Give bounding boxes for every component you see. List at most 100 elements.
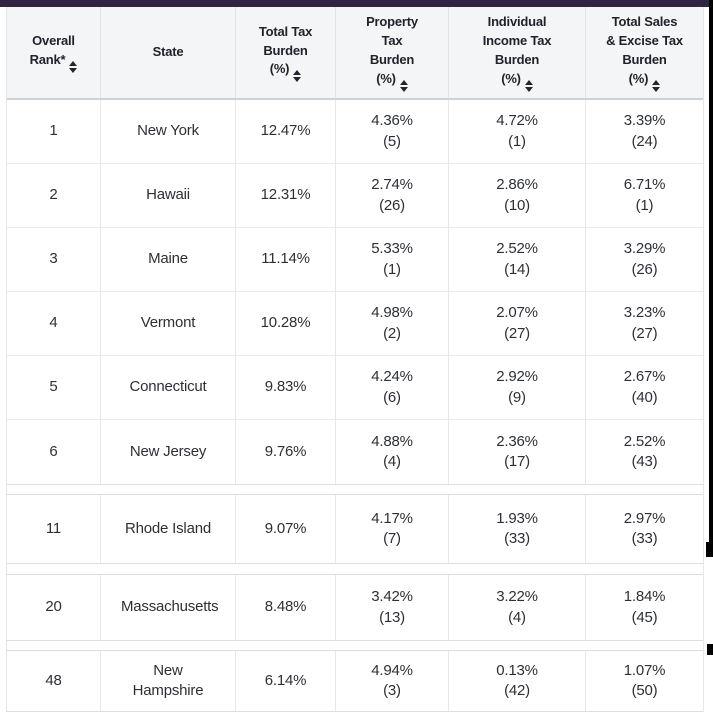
state-cell: Hawaii — [101, 164, 236, 227]
table-section-rank-20: 20 Massachusetts 8.48% 3.42% (13) 3.22% (4… — [7, 574, 703, 641]
sales-excise-tax-cell: 2.67% (40) — [586, 356, 703, 419]
value: 4.88% — [371, 432, 413, 450]
value: 1.93% — [496, 509, 538, 527]
income-tax-cell: 4.72% (1) — [449, 100, 586, 163]
rank-cell: 20 — [7, 575, 101, 640]
value: 1.84% — [623, 588, 666, 606]
rank-in-parens: (43) — [631, 453, 658, 470]
income-tax-cell: 2.07% (27) — [449, 292, 586, 355]
table-row: 48 New Hampshire 6.14% 4.94% (3) 0.13% (42… — [7, 651, 703, 711]
property-tax-cell: 4.98% (2) — [336, 292, 449, 355]
state-name: Connecticut — [129, 378, 207, 396]
column-header-income-tax-burden[interactable]: Individual Income Tax Burden (%) — [449, 7, 586, 98]
property-tax-cell: 4.94% (3) — [336, 651, 449, 711]
value: 2.52% — [623, 432, 666, 450]
table-row: 3 Maine 11.14% 5.33% (1) 2.52% (14) 3.29% (… — [7, 228, 703, 292]
value: 4.94% — [371, 661, 413, 679]
scrollbar-artifact — [707, 644, 713, 655]
rank-in-parens: (42) — [504, 682, 530, 699]
property-tax-cell: 2.74% (26) — [336, 164, 449, 227]
sales-excise-tax-cell: 6.71% (1) — [586, 164, 703, 227]
value: 2.52% — [496, 240, 538, 258]
income-tax-cell: 0.13% (42) — [449, 651, 586, 711]
table-row: 20 Massachusetts 8.48% 3.42% (13) 3.22% (4… — [7, 575, 703, 640]
tax-burden-table: Overall Rank* State Total Tax Burden (%)… — [6, 7, 704, 712]
table-row: 5 Connecticut 9.83% 4.24% (6) 2.92% (9) 2.… — [7, 356, 703, 420]
sales-excise-tax-cell: 3.39% (24) — [586, 100, 703, 163]
total-tax-cell: 8.48% — [236, 575, 336, 640]
rank-in-parens: (26) — [379, 196, 405, 214]
total-tax-cell: 6.14% — [236, 651, 336, 711]
total-tax-cell: 9.07% — [236, 495, 336, 563]
state-cell: New York — [101, 100, 236, 163]
rank-in-parens: (1) — [635, 196, 654, 214]
rank-in-parens: (26) — [631, 260, 658, 278]
scrollbar-track[interactable] — [709, 0, 713, 548]
total-tax-cell: 12.47% — [236, 100, 336, 163]
state-name: Massachusetts — [121, 598, 219, 616]
income-tax-cell: 2.92% (9) — [449, 356, 586, 419]
column-header-overall-rank[interactable]: Overall Rank* — [7, 7, 101, 98]
table-header-row: Overall Rank* State Total Tax Burden (%)… — [7, 7, 703, 100]
rank-cell: 2 — [7, 164, 101, 227]
rank-in-parens: (50) — [631, 682, 658, 699]
table-row: 1 New York 12.47% 4.36% (5) 4.72% (1) 3.39… — [7, 100, 703, 164]
rank-in-parens: (33) — [631, 530, 658, 547]
value: 3.39% — [623, 112, 666, 130]
sales-excise-tax-cell: 3.29% (26) — [586, 228, 703, 291]
value: 2.97% — [623, 509, 666, 527]
state-cell: New Jersey — [101, 420, 236, 484]
rank-in-parens: (1) — [383, 260, 401, 278]
rank-in-parens: (4) — [383, 453, 401, 470]
rank-in-parens: (17) — [504, 453, 530, 470]
value: 3.23% — [623, 304, 666, 322]
state-name: Maine — [148, 250, 188, 268]
sales-excise-tax-cell: 3.23% (27) — [586, 292, 703, 355]
column-header-property-tax-burden[interactable]: Property Tax Burden (%) — [336, 7, 449, 98]
rank-in-parens: (27) — [631, 324, 658, 342]
column-header-sales-excise-tax-burden[interactable]: Total Sales & Excise Tax Burden (%) — [586, 7, 703, 98]
sales-excise-tax-cell: 1.84% (45) — [586, 575, 703, 640]
table-row: 11 Rhode Island 9.07% 4.17% (7) 1.93% (33)… — [7, 495, 703, 563]
rank-in-parens: (6) — [383, 388, 401, 406]
sales-excise-tax-cell: 2.52% (43) — [586, 420, 703, 484]
state-cell: Rhode Island — [101, 495, 236, 563]
state-name: New Jersey — [129, 442, 207, 460]
column-header-label: Property Tax Burden (%) — [366, 14, 418, 86]
income-tax-cell: 1.93% (33) — [449, 495, 586, 563]
rank-cell: 5 — [7, 356, 101, 419]
rank-in-parens: (2) — [383, 324, 401, 342]
rank-in-parens: (10) — [504, 196, 530, 214]
table-section-top-ranks: 1 New York 12.47% 4.36% (5) 4.72% (1) 3.39… — [7, 100, 703, 485]
value: 2.86% — [496, 176, 538, 194]
sales-excise-tax-cell: 1.07% (50) — [586, 651, 703, 711]
value: 2.74% — [371, 176, 413, 194]
column-header-state[interactable]: State — [101, 7, 236, 98]
column-header-total-tax-burden[interactable]: Total Tax Burden (%) — [236, 7, 336, 98]
state-name: New York — [137, 122, 199, 140]
state-cell: Massachusetts — [101, 575, 236, 640]
table-section-rank-48: 48 New Hampshire 6.14% 4.94% (3) 0.13% (42… — [7, 650, 703, 712]
value: 3.29% — [623, 240, 666, 258]
state-cell: Vermont — [101, 292, 236, 355]
total-tax-cell: 9.83% — [236, 356, 336, 419]
rank-cell: 48 — [7, 651, 101, 711]
value: 1.07% — [623, 661, 666, 679]
sales-excise-tax-cell: 2.97% (33) — [586, 495, 703, 563]
total-tax-cell: 9.76% — [236, 420, 336, 484]
income-tax-cell: 2.52% (14) — [449, 228, 586, 291]
value: 4.72% — [496, 112, 538, 130]
state-name: Hawaii — [146, 186, 190, 204]
property-tax-cell: 4.88% (4) — [336, 420, 449, 484]
state-name: Rhode Island — [125, 519, 211, 537]
total-tax-cell: 12.31% — [236, 164, 336, 227]
rank-in-parens: (45) — [631, 608, 658, 626]
table-section-rank-11: 11 Rhode Island 9.07% 4.17% (7) 1.93% (33)… — [7, 494, 703, 564]
scrollbar-artifact — [706, 542, 713, 557]
rank-in-parens: (3) — [383, 682, 401, 699]
value: 0.13% — [496, 661, 538, 679]
table-row: 4 Vermont 10.28% 4.98% (2) 2.07% (27) 3.23… — [7, 292, 703, 356]
rank-cell: 6 — [7, 420, 101, 484]
sort-arrows-icon — [399, 79, 408, 92]
rank-in-parens: (7) — [383, 530, 401, 547]
